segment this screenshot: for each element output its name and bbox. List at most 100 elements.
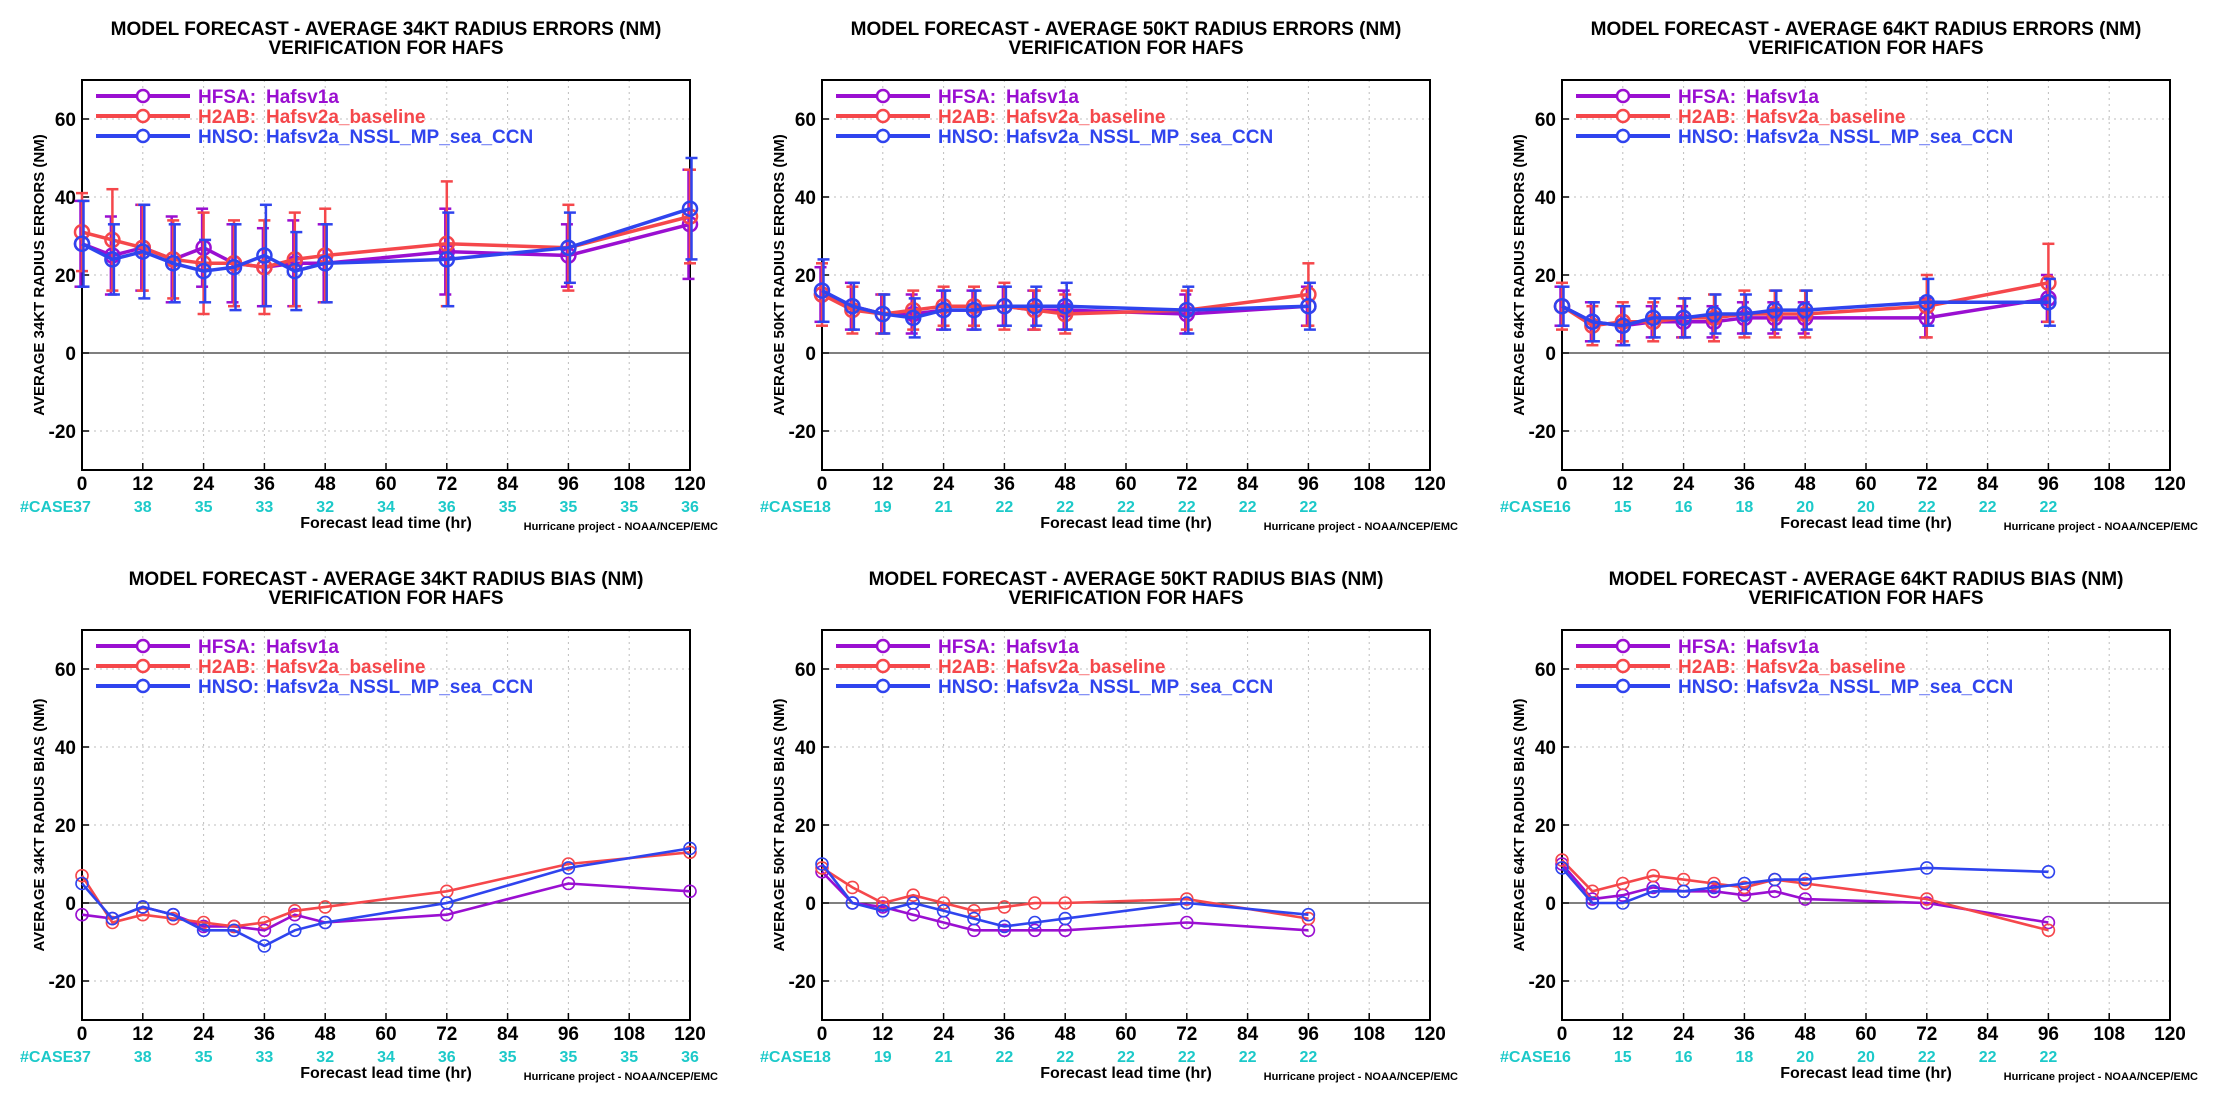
data-point [225,258,243,276]
legend-code: H2AB: [1678,107,1736,128]
data-point [1058,911,1072,926]
case-count: 22 [2040,1049,2058,1066]
credit-text: Hurricane project - NOAA/NCEP/EMC [2004,1071,2198,1083]
data-point [1585,892,1600,906]
legend-name: Hafsv2a_baseline [1006,107,1166,128]
x-tick-label: 60 [375,474,396,495]
legend-name: Hafsv1a [1746,637,1819,658]
chart-panel-1: MODEL FORECAST - AVERAGE 34KT RADIUS ERR… [20,19,718,533]
case-count: 22 [1979,1049,1997,1066]
case-count: 35 [620,1049,638,1066]
data-point [227,923,241,938]
y-axis: -20 0 20 40 60 [1529,660,1569,993]
legend: HFSA: Hafsv1a H2AB: Hafsv2a_baseline HNSO: Ha… [96,87,533,148]
data-point [1585,896,1600,910]
y-axis-label: AVERAGE 34KT RADIUS BIAS (NM) [31,698,48,951]
case-count: 34 [377,1049,395,1066]
data-point [1180,915,1194,930]
data-point [1555,857,1569,871]
case-count-row: #CASE 16 15 16 18 20 20 22 22 22 [1500,499,2057,516]
case-count: 33 [256,499,274,516]
data-point [1920,861,1934,875]
x-tick-label: 0 [1557,474,1568,495]
x-tick-label: 36 [1734,474,1755,495]
x-tick-label: 48 [1055,474,1076,495]
y-axis: -20 0 20 40 60 [49,110,89,443]
series-H2AB [815,861,1316,926]
case-count: 22 [2040,499,2058,516]
data-point [1646,884,1660,899]
x-tick-label: 120 [1414,1024,1446,1045]
series-line [821,870,1309,932]
data-point [561,857,576,871]
chart-title: MODEL FORECAST - AVERAGE 34KT RADIUS ERR… [111,19,662,40]
case-count: 34 [377,499,395,516]
x-tick-label: 24 [193,474,215,495]
data-point [105,911,120,926]
case-count: 22 [1117,499,1135,516]
data-point [73,223,91,241]
data-point [996,297,1013,315]
x-axis-label: Forecast lead time (hr) [1780,1065,1952,1082]
x-tick-label: 12 [1612,474,1633,495]
x-tick-label: 120 [2154,1024,2186,1045]
y-tick-label: -20 [1529,972,1556,993]
case-count: 16 [1553,1049,1571,1066]
case-count: 22 [1178,499,1196,516]
case-count: 18 [813,499,831,516]
legend-marker-HFSA [1615,88,1631,104]
case-count: 32 [316,1049,334,1066]
case-label: #CASE [760,1049,814,1066]
x-tick-label: 36 [1734,1024,1755,1045]
legend-code: HFSA: [938,87,996,108]
credit-text: Hurricane project - NOAA/NCEP/EMC [524,521,718,533]
data-point [561,861,576,875]
data-point [75,876,89,891]
data-point [1300,286,1317,303]
x-tick-label: 48 [1795,474,1816,495]
x-tick-label: 48 [315,474,336,495]
y-tick-label: 60 [795,110,816,131]
legend-name: Hafsv2a_NSSL_MP_sea_CCN [1746,127,2013,148]
case-count: 37 [73,1049,91,1066]
data-point [257,915,272,930]
data-point [936,896,951,910]
y-tick-label: 40 [795,188,816,209]
x-tick-label: 12 [132,474,153,495]
credit-text: Hurricane project - NOAA/NCEP/EMC [1264,521,1458,533]
data-point [935,301,952,319]
legend-code: HNSO: [1678,677,1739,698]
chart-subtitle: VERIFICATION FOR HAFS [268,38,503,59]
case-count: 36 [681,499,699,516]
legend-marker-H2AB [1615,658,1631,674]
x-axis-label: Forecast lead time (hr) [300,1065,472,1082]
data-point [1798,872,1812,887]
data-point [1028,923,1042,938]
grid-lines [1562,80,2170,470]
data-point [1178,301,1196,319]
x-tick-label: 72 [1176,1024,1197,1045]
data-point [287,923,302,938]
x-tick-label: 84 [497,1024,519,1045]
legend-name: Hafsv2a_NSSL_MP_sea_CCN [266,677,533,698]
chart-title: MODEL FORECAST - AVERAGE 34KT RADIUS BIA… [129,569,644,590]
data-point [104,251,121,268]
legend-marker-H2AB [875,108,891,124]
y-tick-label: 60 [795,660,816,681]
x-axis-label: Forecast lead time (hr) [1780,515,1952,532]
series-line [1561,863,2049,924]
legend-marker-HFSA [135,88,151,104]
data-point [136,900,150,914]
data-point [196,915,211,930]
legend-marker-H2AB [1615,108,1631,124]
y-tick-label: 60 [1535,660,1556,681]
data-point [561,876,576,891]
data-point [166,907,180,922]
case-count: 16 [1553,499,1571,516]
y-tick-label: -20 [49,422,76,443]
data-point [2041,864,2056,879]
y-tick-label: 20 [55,816,76,837]
data-point [1766,301,1784,319]
legend-name: Hafsv2a_NSSL_MP_sea_CCN [266,127,533,148]
legend-marker-HNSO [1615,128,1631,144]
